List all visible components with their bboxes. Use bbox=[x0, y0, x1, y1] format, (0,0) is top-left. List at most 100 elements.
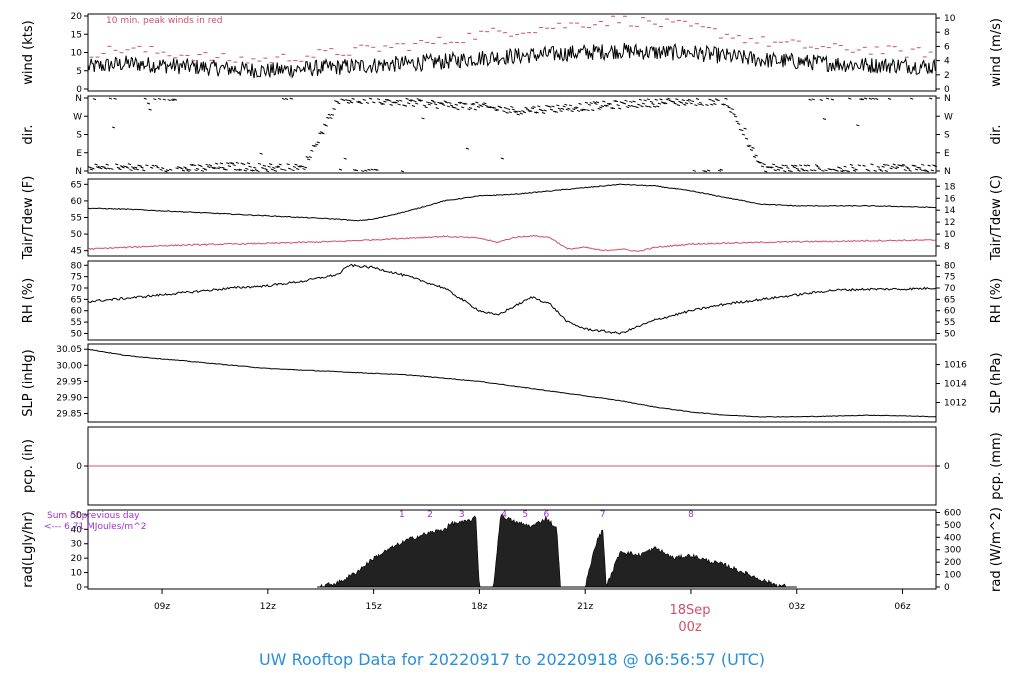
dir-mark bbox=[876, 165, 881, 168]
dir-mark bbox=[854, 168, 858, 171]
dir-mark bbox=[307, 158, 311, 161]
dir-mark bbox=[426, 101, 430, 104]
dir-mark bbox=[135, 168, 140, 171]
dir-mark bbox=[305, 156, 309, 159]
ytick-label-right: 1012 bbox=[944, 399, 967, 409]
dir-mark bbox=[800, 168, 804, 171]
dir-mark bbox=[518, 110, 522, 113]
dir-mark bbox=[419, 99, 424, 102]
dir-mark bbox=[725, 104, 730, 107]
dir-mark bbox=[805, 169, 809, 172]
ytick-label-right: 55 bbox=[944, 318, 955, 328]
dir-mark bbox=[695, 98, 700, 100]
dir-mark bbox=[219, 162, 224, 165]
dir-mark bbox=[184, 167, 189, 170]
dir-mark bbox=[164, 170, 168, 173]
dir-mark bbox=[234, 168, 238, 171]
dir-mark bbox=[445, 101, 449, 104]
ytick-label-right: 500 bbox=[944, 521, 961, 531]
dir-mark bbox=[441, 103, 446, 106]
ytick-label-left: N bbox=[75, 167, 82, 177]
dir-mark bbox=[776, 168, 781, 171]
dir-mark bbox=[503, 107, 508, 109]
dir-mark bbox=[186, 169, 190, 172]
dir-mark bbox=[330, 113, 335, 116]
ytick-label-right: 65 bbox=[944, 295, 955, 305]
dir-mark bbox=[611, 107, 616, 110]
dir-mark bbox=[105, 163, 109, 166]
dir-mark bbox=[557, 107, 562, 110]
ytick-label-right: N bbox=[944, 167, 951, 177]
dir-mark bbox=[387, 99, 392, 102]
ytick-label-left: 0 bbox=[76, 462, 82, 472]
panel-pcp: pcp. (in) pcp. (mm) 0 0 bbox=[21, 426, 1004, 506]
ytick-label-right: 75 bbox=[944, 273, 955, 283]
dir-mark bbox=[319, 131, 324, 134]
dir-mark bbox=[167, 99, 171, 102]
dir-mark bbox=[526, 108, 530, 111]
dir-mark bbox=[757, 161, 762, 164]
ytick-label-right: 14 bbox=[944, 206, 956, 216]
dir-mark bbox=[735, 120, 739, 123]
dir-mark bbox=[606, 103, 611, 105]
dir-mark bbox=[692, 169, 696, 172]
dir-mark bbox=[91, 167, 95, 170]
dir-mark bbox=[276, 165, 281, 168]
dir-mark bbox=[446, 105, 451, 108]
dir-mark bbox=[275, 166, 279, 169]
dir-mark bbox=[151, 164, 155, 167]
dir-mark bbox=[921, 163, 925, 166]
rad-hour-mark: 6 bbox=[544, 510, 550, 520]
dir-mark bbox=[341, 99, 346, 102]
dir-mark bbox=[925, 170, 930, 173]
dir-mark bbox=[348, 99, 352, 102]
dir-mark bbox=[819, 99, 823, 102]
dir-mark bbox=[288, 167, 292, 170]
rad-hour-mark: 2 bbox=[427, 510, 433, 520]
dir-mark bbox=[372, 101, 376, 104]
dir-mark bbox=[505, 111, 509, 114]
dir-mark bbox=[138, 164, 143, 167]
dir-mark bbox=[603, 104, 608, 107]
dir-mark bbox=[394, 101, 398, 104]
ylabel-left-slp: SLP (inHg) bbox=[21, 349, 36, 417]
dir-mark bbox=[746, 145, 750, 148]
peak-wind-note: 10 min. peak winds in red bbox=[106, 16, 223, 26]
dir-mark bbox=[673, 102, 677, 105]
dir-mark bbox=[202, 167, 206, 170]
dir-mark bbox=[156, 166, 160, 169]
dir-mark bbox=[430, 99, 435, 102]
dir-mark bbox=[635, 106, 639, 109]
ylabel-right-slp: SLP (hPa) bbox=[989, 352, 1004, 413]
ytick-label-left: 5 bbox=[76, 67, 82, 77]
ytick-label-right: 1016 bbox=[944, 361, 967, 371]
dir-mark bbox=[226, 162, 230, 165]
dir-mark bbox=[487, 106, 492, 109]
dir-mark bbox=[476, 105, 481, 108]
dir-mark bbox=[713, 103, 717, 105]
dir-mark bbox=[502, 110, 506, 113]
dir-mark bbox=[627, 104, 631, 107]
dir-mark bbox=[414, 102, 419, 105]
panel-wind: wind (kts) wind (m/s) 0 5 10 15 20 0 2 4 6 8 10 10 mi… bbox=[21, 12, 1004, 95]
xtick-label: 15z bbox=[366, 602, 382, 612]
dir-mark bbox=[315, 143, 319, 146]
panel-frame-slp bbox=[87, 343, 937, 423]
dir-mark bbox=[321, 132, 325, 135]
dir-mark bbox=[261, 167, 265, 169]
ytick-label-left: 55 bbox=[71, 318, 82, 328]
dir-mark bbox=[637, 103, 641, 106]
dir-mark bbox=[910, 97, 914, 100]
dir-mark bbox=[210, 166, 214, 169]
dir-mark bbox=[786, 166, 790, 169]
ytick-label-left: 55 bbox=[71, 214, 82, 224]
ytick-label-left: 0 bbox=[76, 85, 82, 95]
dir-mark bbox=[816, 165, 820, 168]
dir-mark bbox=[798, 164, 803, 167]
dir-mark bbox=[149, 166, 154, 169]
dir-mark bbox=[672, 100, 676, 103]
dir-mark bbox=[170, 99, 174, 102]
dir-mark bbox=[797, 169, 801, 172]
dir-mark bbox=[300, 165, 305, 168]
